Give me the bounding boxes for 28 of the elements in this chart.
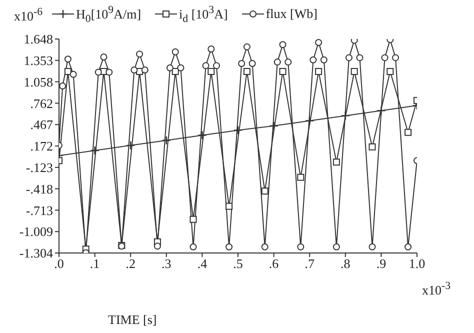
- x-axis-title: TIME [s]: [108, 312, 157, 328]
- x-tick-label: .8: [340, 256, 350, 272]
- y-tick-label: -.713: [26, 202, 53, 218]
- x-tick-label: .3: [162, 256, 172, 272]
- y-tick-label: -.418: [26, 181, 53, 196]
- y-tick-label: -.123: [26, 160, 53, 175]
- x-tick-label: .0: [54, 256, 64, 272]
- y-tick-label: .467: [30, 117, 54, 132]
- x-tick-label: .6: [268, 256, 280, 272]
- x-tick-label: 1.0: [408, 256, 426, 272]
- y-tick-label: .172: [30, 138, 53, 154]
- x-tick-label: .5: [233, 256, 243, 272]
- legend-label: H$_{0}$[10$^{9}$A/m]: [76, 4, 142, 25]
- x-tick-label: .9: [376, 256, 386, 272]
- text: x10$^{-3}$: [422, 280, 451, 298]
- x-tick-label: .7: [304, 256, 315, 272]
- legend-label: flux [Wb]: [266, 6, 318, 22]
- legend-label: i$_{d}$ [10$^{3}$A]: [179, 4, 228, 25]
- y-axis-title: x10$^{-6}$: [14, 6, 43, 24]
- y-tick-label: 1.648: [24, 32, 53, 47]
- y-tick-label: .762: [30, 96, 53, 111]
- y-tick-label: -1.304: [19, 246, 54, 261]
- y-tick-label: -1.009: [19, 224, 53, 240]
- x-tick-label: .1: [90, 256, 100, 272]
- y-tick-label: 1.058: [24, 74, 53, 90]
- x-tick-label: .4: [197, 256, 208, 272]
- y-tick-label: 1.353: [24, 53, 53, 68]
- x-tick-label: .2: [126, 256, 136, 272]
